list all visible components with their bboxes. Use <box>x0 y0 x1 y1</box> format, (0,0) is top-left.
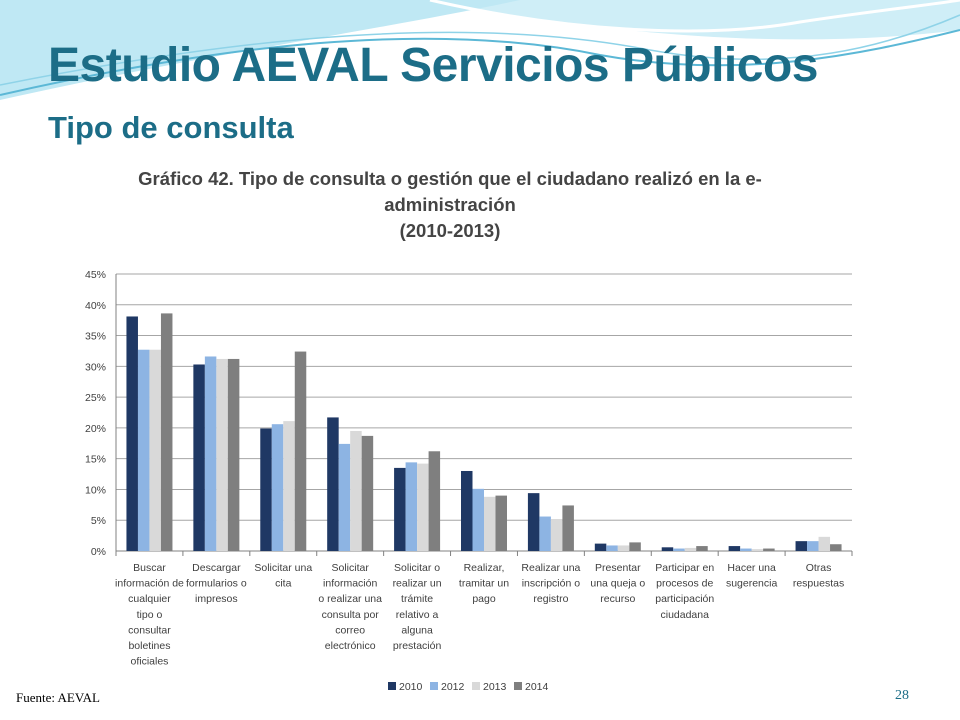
bar-2010 <box>728 546 741 551</box>
bar-2014 <box>428 451 441 551</box>
x-category-label: Buscar información de cualquier tipo o consu… <box>115 562 184 668</box>
chart-title-line: administración <box>384 194 516 215</box>
bar-2010 <box>394 467 406 551</box>
bar-2012 <box>137 349 150 551</box>
bar-2014 <box>294 351 307 551</box>
bar-2013 <box>617 545 630 551</box>
bar-2010 <box>661 547 674 551</box>
bar-2012 <box>673 548 685 551</box>
y-tick-label: 10% <box>85 484 106 496</box>
bar-2014 <box>495 495 507 551</box>
bar-2012 <box>204 356 217 551</box>
bar-2014 <box>227 358 240 551</box>
bar-2013 <box>283 421 295 551</box>
x-category-label: Descargar formularios o impresos <box>186 562 247 605</box>
bar-2014 <box>562 505 574 551</box>
bar-2010 <box>126 316 138 551</box>
bar-2014 <box>361 435 374 551</box>
x-category-label: Participar en procesos de participación ciu… <box>655 562 714 621</box>
bar-2010 <box>193 364 205 551</box>
page-number: 28 <box>895 688 909 703</box>
x-category-label: Hacer una sugerencia <box>726 562 778 590</box>
x-category-label: Presentar una queja o recurso <box>590 562 645 605</box>
bar-2010 <box>260 428 272 551</box>
y-tick-label: 45% <box>85 269 106 281</box>
header-wave-decoration <box>0 0 960 100</box>
slide-subtitle: Tipo de consulta <box>48 110 294 145</box>
legend-label: 2010 <box>399 681 423 693</box>
bar-2010 <box>594 543 607 551</box>
bar-2013 <box>550 518 563 551</box>
bar-2010 <box>327 417 339 551</box>
bar-2014 <box>160 313 173 551</box>
y-tick-label: 0% <box>91 546 106 558</box>
chart-title-line: Gráfico 42. Tipo de consulta o gestión q… <box>138 168 762 189</box>
y-tick-label: 20% <box>85 423 106 435</box>
bar-2013 <box>350 430 362 551</box>
bar-2012 <box>606 545 618 551</box>
y-tick-label: 35% <box>85 331 106 343</box>
bar-2012 <box>539 516 551 551</box>
bar-2010 <box>527 493 540 551</box>
y-tick-label: 30% <box>85 361 106 373</box>
legend-swatch-2014 <box>514 682 522 690</box>
y-tick-label: 40% <box>85 300 106 312</box>
legend-label: 2012 <box>441 681 465 693</box>
bar-2010 <box>461 470 473 551</box>
legend-swatch-2010 <box>388 682 396 690</box>
legend-label: 2013 <box>483 681 507 693</box>
bar-2012 <box>271 424 284 551</box>
chart-title: Gráfico 42. Tipo de consulta o gestión q… <box>110 166 790 244</box>
bar-2014 <box>629 542 641 551</box>
x-category-label: Solicitar información o realizar una consul… <box>318 562 382 652</box>
bar-2010 <box>795 541 808 551</box>
bar-2013 <box>216 358 228 551</box>
y-tick-label: 15% <box>85 454 106 466</box>
x-category-label: Solicitar una cita <box>254 562 312 590</box>
bar-2012 <box>472 488 484 551</box>
bar-2013 <box>684 547 697 551</box>
bar-2012 <box>807 541 819 551</box>
y-tick-label: 25% <box>85 392 106 404</box>
slide-title: Estudio AEVAL Servicios Públicos <box>48 39 818 92</box>
bar-2013 <box>417 463 429 551</box>
bar-2013 <box>818 536 831 551</box>
x-category-label: Otras respuestas <box>793 562 844 590</box>
bar-2013 <box>751 549 764 551</box>
bar-2014 <box>696 546 708 551</box>
bar-2014 <box>763 548 775 551</box>
legend-label: 2014 <box>525 681 549 693</box>
bar-2014 <box>830 544 842 551</box>
bar-2012 <box>338 443 351 551</box>
legend-swatch-2013 <box>472 682 480 690</box>
bar-2013 <box>149 349 161 551</box>
y-tick-label: 5% <box>91 515 106 527</box>
x-category-label: Realizar, tramitar un pago <box>459 562 509 605</box>
bar-2012 <box>740 548 752 551</box>
bar-2013 <box>484 496 496 551</box>
source-note: Fuente: AEVAL <box>16 690 100 705</box>
bar-2012 <box>405 462 418 551</box>
x-category-label: Realizar una inscripción o registro <box>521 562 580 605</box>
chart-title-line: (2010-2013) <box>399 220 501 241</box>
legend-swatch-2012 <box>430 682 438 690</box>
